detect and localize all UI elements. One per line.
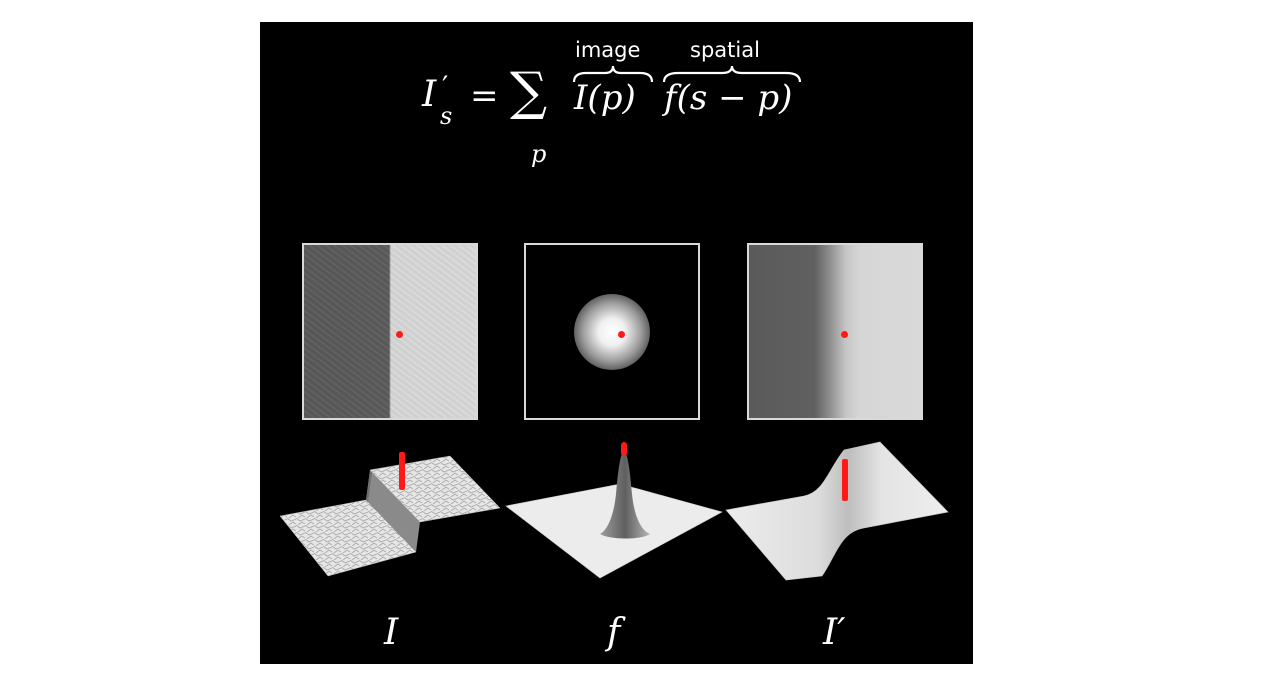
brace-label-image: image (575, 38, 641, 62)
formula-lhs: I (422, 74, 437, 115)
center-marker-bar (399, 452, 405, 490)
formula-term-spatial: f(s − p) (664, 78, 793, 118)
label-output-I-prime: I′ (823, 612, 846, 653)
formula-sum-index: p (531, 140, 547, 168)
input-surface-plot (279, 452, 501, 577)
slide: I ′ s = ∑ p image I(p) spatial f(s − p) (260, 22, 973, 664)
gaussian-blob (574, 293, 650, 370)
kernel-surface-plot (505, 442, 723, 579)
formula-lhs-subscript: s (440, 102, 453, 130)
center-marker (618, 331, 625, 338)
label-input-I: I (384, 612, 399, 653)
output-surface-plot (725, 441, 949, 581)
input-image-panel (302, 243, 478, 420)
center-marker-bar (842, 459, 848, 501)
output-image-panel (747, 243, 923, 420)
spatial-kernel-panel (524, 243, 700, 420)
brace-label-spatial: spatial (690, 38, 760, 62)
center-marker (841, 331, 848, 338)
overbrace-spatial (662, 65, 802, 83)
formula-equals: = (470, 76, 499, 116)
overbrace-image (572, 65, 654, 83)
formula-term-image: I(p) (574, 78, 636, 118)
formula-sum-symbol: ∑ (510, 62, 548, 122)
center-marker (396, 331, 403, 338)
label-kernel-f: f (607, 612, 621, 653)
formula-lhs-prime: ′ (442, 70, 449, 103)
formula: I ′ s = ∑ p image I(p) spatial f(s − p) (260, 22, 973, 222)
center-marker-bar (621, 442, 627, 456)
